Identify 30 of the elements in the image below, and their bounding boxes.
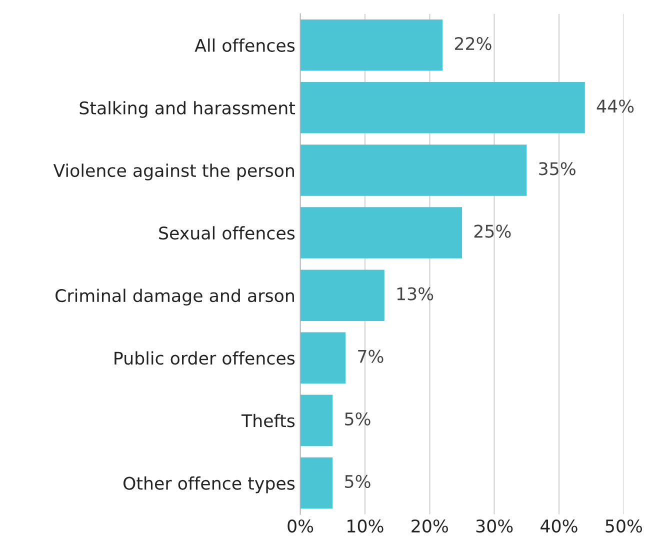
data-label: 5% bbox=[345, 412, 370, 426]
bar bbox=[300, 270, 384, 321]
y-tick-label: Stalking and harassment bbox=[80, 101, 296, 118]
y-tick-label: Violence against the person bbox=[53, 164, 294, 180]
data-label: 22% bbox=[454, 37, 492, 50]
x-tick-label: 50% bbox=[606, 519, 642, 533]
data-label: 25% bbox=[474, 224, 511, 238]
bar bbox=[300, 82, 585, 134]
data-label: 35% bbox=[539, 162, 576, 176]
x-tick-label: 30% bbox=[476, 519, 513, 533]
x-tick-label: 40% bbox=[540, 519, 578, 533]
x-tick-label: 20% bbox=[412, 519, 448, 533]
data-label: 5% bbox=[345, 474, 370, 488]
bar bbox=[300, 457, 333, 509]
y-tick-label: Sexual offences bbox=[159, 226, 295, 240]
data-label: 7% bbox=[358, 350, 384, 363]
bar bbox=[300, 394, 333, 446]
y-tick-label: Criminal damage and arson bbox=[56, 288, 294, 306]
y-tick-label: Thefts bbox=[241, 414, 295, 428]
x-tick-label: 10% bbox=[348, 519, 384, 533]
y-tick-label: Public order offences bbox=[114, 351, 295, 365]
data-label: 13% bbox=[397, 287, 434, 300]
bar bbox=[300, 19, 443, 71]
bar bbox=[300, 207, 462, 258]
y-tick-label: Other offence types bbox=[123, 476, 295, 494]
y-tick-label: All offences bbox=[194, 38, 295, 52]
data-label: 44% bbox=[596, 100, 634, 113]
bar bbox=[300, 332, 346, 384]
bar bbox=[300, 144, 527, 196]
x-tick-label: 0% bbox=[288, 519, 314, 533]
